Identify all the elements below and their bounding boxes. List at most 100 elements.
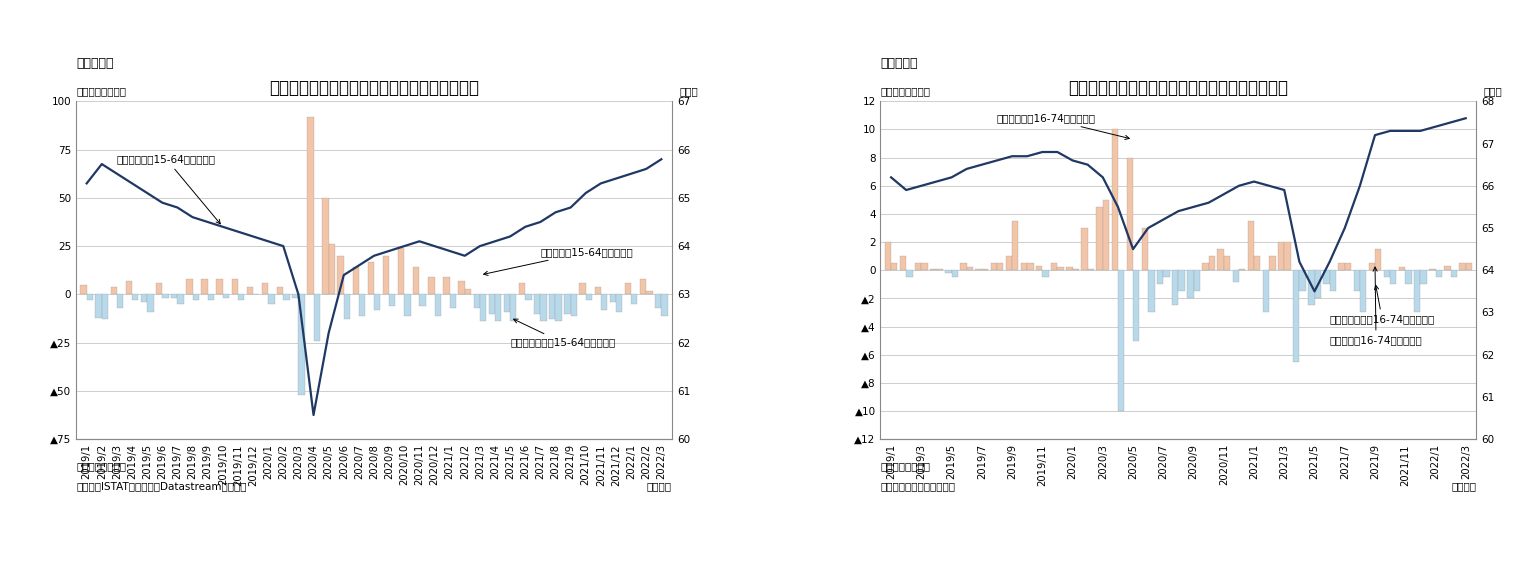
Bar xyxy=(632,294,638,304)
Bar xyxy=(624,283,632,294)
Bar xyxy=(458,281,464,294)
Bar xyxy=(1081,228,1088,270)
Text: 労働参加率（15-64才、右軸）: 労働参加率（15-64才、右軸） xyxy=(117,154,221,224)
Bar xyxy=(1429,269,1435,270)
Bar xyxy=(384,256,390,294)
Bar xyxy=(132,294,139,300)
Bar xyxy=(96,294,102,318)
Bar xyxy=(353,267,359,294)
Bar xyxy=(610,294,616,302)
Bar xyxy=(1309,270,1315,305)
Bar xyxy=(1285,242,1291,270)
Bar xyxy=(1323,270,1330,284)
Bar xyxy=(1193,270,1199,292)
Bar xyxy=(1374,249,1382,270)
Bar xyxy=(1460,263,1466,270)
Bar xyxy=(449,294,457,308)
Bar xyxy=(1021,263,1027,270)
Bar xyxy=(1359,270,1367,312)
Bar xyxy=(178,294,184,304)
Bar xyxy=(982,269,988,270)
Bar xyxy=(921,263,928,270)
Bar xyxy=(504,294,510,312)
Text: （％）: （％） xyxy=(679,86,699,96)
Bar xyxy=(420,294,426,306)
Bar xyxy=(359,294,365,316)
Text: （資料）ポルトガル統計局: （資料）ポルトガル統計局 xyxy=(881,481,956,491)
Bar xyxy=(510,294,516,321)
Bar xyxy=(1224,256,1230,270)
Bar xyxy=(323,198,329,294)
Bar xyxy=(1315,270,1321,298)
Bar xyxy=(1420,270,1426,284)
Bar xyxy=(338,256,344,294)
Bar xyxy=(890,263,898,270)
Bar xyxy=(519,283,525,294)
Bar xyxy=(1157,270,1163,284)
Bar xyxy=(906,270,913,278)
Bar xyxy=(307,117,314,294)
Bar xyxy=(1435,270,1441,278)
Bar xyxy=(1012,221,1018,270)
Bar xyxy=(237,294,244,300)
Bar xyxy=(201,279,207,294)
Bar xyxy=(1043,270,1049,278)
Bar xyxy=(268,294,274,304)
Text: （図表７）: （図表７） xyxy=(76,57,114,70)
Text: （前月差、万人）: （前月差、万人） xyxy=(76,86,126,96)
Bar xyxy=(1233,270,1239,282)
Bar xyxy=(1036,266,1043,270)
Bar xyxy=(102,294,108,319)
Bar xyxy=(142,294,148,302)
Bar xyxy=(1330,270,1336,292)
Bar xyxy=(1399,267,1405,270)
Bar xyxy=(571,294,577,316)
Bar xyxy=(884,242,890,270)
Bar xyxy=(374,294,380,310)
Text: （前月差、万人）: （前月差、万人） xyxy=(881,86,930,96)
Bar xyxy=(936,269,942,270)
Bar xyxy=(586,294,592,300)
Bar xyxy=(148,294,154,312)
Text: （図表８）: （図表８） xyxy=(881,57,918,70)
Bar xyxy=(1119,270,1125,411)
Bar xyxy=(443,277,449,294)
Bar xyxy=(1269,256,1275,270)
Bar xyxy=(1278,242,1285,270)
Bar xyxy=(222,294,230,298)
Text: （％）: （％） xyxy=(1484,86,1502,96)
Bar xyxy=(930,269,936,270)
Bar xyxy=(193,294,199,300)
Bar xyxy=(1132,270,1140,341)
Bar xyxy=(1466,263,1472,270)
Bar xyxy=(163,294,169,298)
Bar xyxy=(1300,270,1306,292)
Bar xyxy=(1254,256,1260,270)
Bar xyxy=(1088,269,1094,270)
Bar xyxy=(397,248,405,294)
Text: 非労働者人口（16-74才）の変化: 非労働者人口（16-74才）の変化 xyxy=(1330,285,1435,324)
Bar xyxy=(1414,270,1420,312)
Bar xyxy=(1248,221,1254,270)
Bar xyxy=(216,279,222,294)
Bar xyxy=(126,281,132,294)
Bar xyxy=(1239,269,1245,270)
Bar xyxy=(976,269,982,270)
Bar xyxy=(479,294,486,321)
Bar xyxy=(1067,267,1073,270)
Bar xyxy=(951,270,957,278)
Bar xyxy=(1405,270,1411,284)
Bar xyxy=(1208,256,1215,270)
Bar xyxy=(662,294,668,316)
Title: イタリアの失業者・非労働力人口・労働参加率: イタリアの失業者・非労働力人口・労働参加率 xyxy=(269,79,479,97)
Bar xyxy=(1338,263,1345,270)
Bar xyxy=(595,287,601,294)
Text: 失業者数（16-74才）の変化: 失業者数（16-74才）の変化 xyxy=(1330,267,1423,346)
Bar xyxy=(647,291,653,294)
Bar xyxy=(1111,129,1119,270)
Bar xyxy=(329,244,335,294)
Text: 失業者数（15-64才）の変化: 失業者数（15-64才）の変化 xyxy=(484,247,633,275)
Bar xyxy=(1383,270,1390,278)
Bar xyxy=(966,267,973,270)
Bar xyxy=(1294,270,1300,361)
